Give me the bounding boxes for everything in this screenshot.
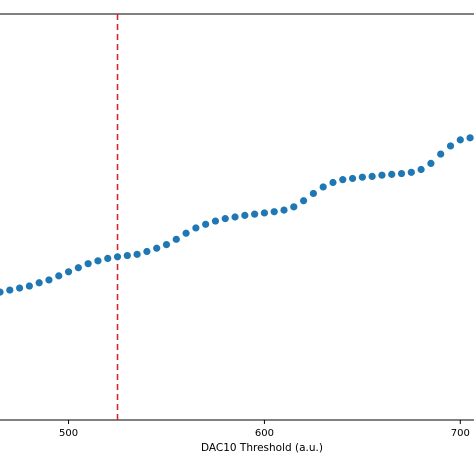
data-point	[329, 178, 337, 187]
data-point	[260, 209, 269, 217]
data-point	[162, 241, 171, 249]
data-point	[153, 244, 161, 252]
data-point	[407, 168, 415, 176]
x-tick-label: 600	[255, 428, 274, 439]
data-point	[45, 276, 53, 284]
data-point	[133, 250, 141, 258]
data-point	[241, 211, 249, 219]
x-tick-label: 700	[451, 428, 470, 439]
data-point	[0, 288, 4, 296]
x-tick-label: 500	[59, 428, 78, 439]
data-point	[251, 210, 259, 218]
data-point	[309, 189, 317, 198]
data-point	[231, 213, 239, 221]
x-ticks: 500 600 700	[59, 420, 470, 439]
data-points	[0, 134, 474, 296]
data-point	[84, 260, 92, 268]
data-point	[211, 217, 220, 225]
data-point	[270, 208, 278, 216]
data-point	[113, 253, 122, 261]
data-point	[397, 169, 406, 178]
data-point	[25, 282, 33, 290]
data-point	[299, 197, 308, 205]
data-point	[348, 174, 357, 183]
data-point	[368, 172, 376, 180]
data-point	[466, 134, 474, 142]
data-point	[378, 171, 386, 179]
data-point	[172, 235, 180, 243]
data-point	[202, 220, 210, 228]
data-point	[280, 206, 288, 214]
data-point	[437, 150, 445, 158]
data-point	[358, 173, 366, 181]
data-point	[64, 268, 73, 276]
data-point	[104, 254, 112, 263]
data-point	[74, 264, 82, 272]
data-point	[15, 284, 24, 292]
data-point	[182, 229, 190, 237]
data-point	[6, 286, 14, 294]
data-point	[192, 224, 200, 232]
data-point	[290, 203, 298, 211]
data-point	[35, 279, 43, 287]
data-point	[427, 159, 435, 168]
data-point	[446, 142, 455, 150]
data-point	[388, 170, 396, 178]
data-point	[417, 165, 425, 174]
data-point	[456, 136, 464, 144]
data-point	[339, 176, 347, 184]
data-point	[94, 257, 102, 265]
x-axis-label: DAC10 Threshold (a.u.)	[201, 442, 323, 454]
data-point	[143, 247, 151, 256]
data-point	[319, 183, 327, 191]
data-point	[123, 251, 131, 260]
data-point	[55, 272, 63, 280]
data-point	[221, 215, 229, 223]
